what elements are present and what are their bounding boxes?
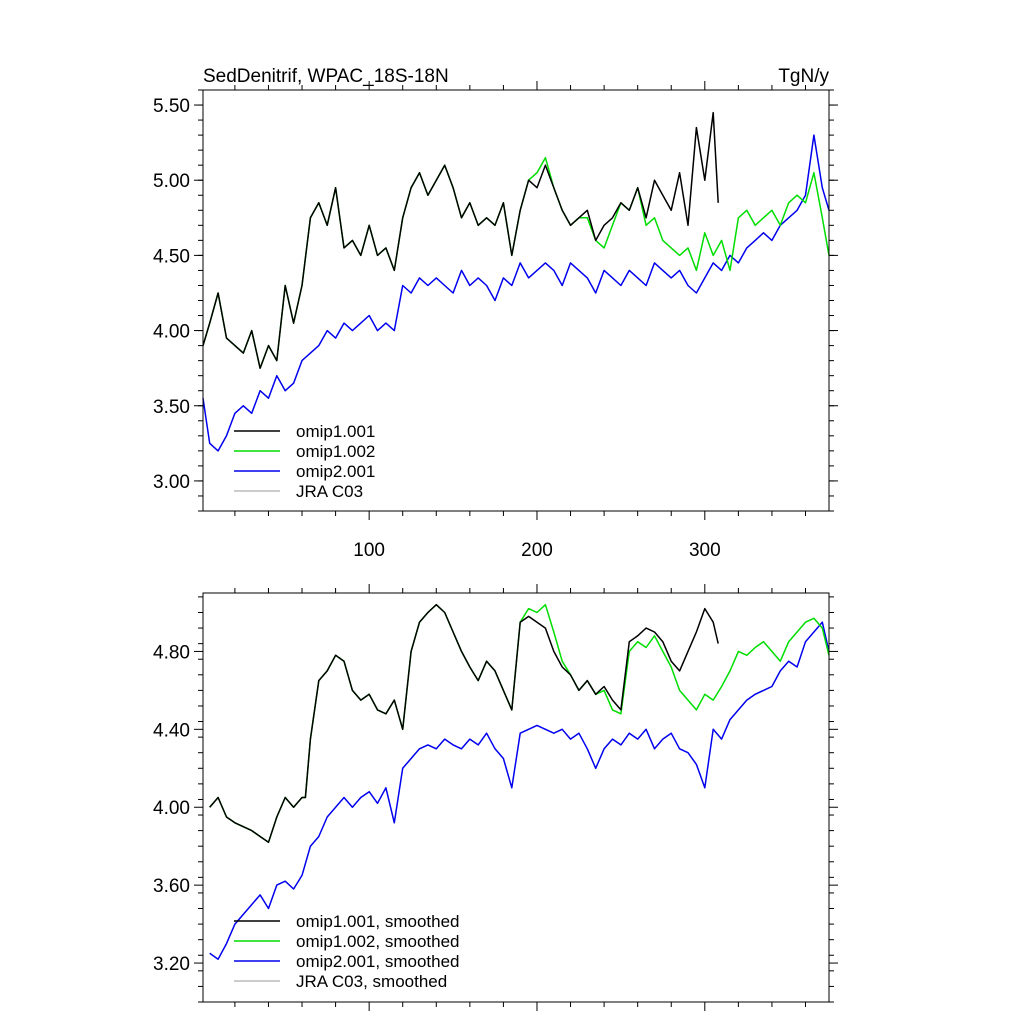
legend-label: omip1.001, smoothed: [296, 912, 460, 931]
legend-label: omip2.001: [296, 462, 375, 481]
y-tick-label: 3.60: [153, 876, 190, 897]
units-label: TgN/y: [778, 66, 829, 87]
legend-label: omip1.001: [296, 422, 375, 441]
top-axis-ticks: 3.00 3.50 4.00 4.50 5.00 5.50 100 200 300: [153, 81, 838, 561]
legend-label: JRA C03: [296, 482, 363, 501]
y-tick-label: 4.00: [153, 322, 190, 343]
y-tick-label: 4.50: [153, 246, 190, 267]
top-panel: SedDenitrif, WPAC_18S-18N TgN/y 3.00 3.50…: [153, 66, 838, 561]
x-tick-label: 100: [353, 540, 385, 561]
y-tick-label: 3.00: [153, 472, 190, 493]
y-tick-label: 3.50: [153, 397, 190, 418]
bottom-axis-ticks: 3.20 3.60 4.00 4.40 4.80: [153, 584, 838, 1011]
top-series-lines: [202, 111, 830, 452]
series-line-omip1-001: [209, 603, 719, 844]
legend-label: omip1.002: [296, 442, 375, 461]
bottom-legend: omip1.001, smoothed omip1.002, smoothed …: [234, 912, 460, 991]
y-tick-label: 4.00: [153, 798, 190, 819]
bottom-panel: 3.20 3.60 4.00 4.40 4.80 omip1.001, smoothed…: [153, 584, 838, 1011]
y-tick-label: 4.80: [153, 642, 190, 663]
series-line-omip1-001: [202, 111, 719, 369]
legend-label: JRA C03, smoothed: [296, 972, 447, 991]
y-tick-label: 5.00: [153, 171, 190, 192]
y-tick-label: 4.40: [153, 720, 190, 741]
y-tick-label: 5.50: [153, 96, 190, 117]
legend-label: omip2.001, smoothed: [296, 952, 460, 971]
top-legend: omip1.001 omip1.002 omip2.001 JRA C03: [234, 422, 375, 501]
bottom-series-lines: [209, 603, 830, 960]
legend-label: omip1.002, smoothed: [296, 932, 460, 951]
x-tick-label: 200: [521, 540, 553, 561]
chart-title: SedDenitrif, WPAC_18S-18N: [203, 66, 449, 87]
series-line-omip1-002: [209, 603, 830, 844]
top-plot-frame: [202, 89, 830, 512]
series-line-omip1-002: [202, 156, 830, 369]
x-tick-label: 300: [689, 540, 721, 561]
series-line-omip2-001: [209, 621, 830, 960]
bottom-plot-frame: [202, 592, 830, 1003]
series-line-omip2-001: [202, 134, 830, 452]
y-tick-label: 3.20: [153, 954, 190, 975]
